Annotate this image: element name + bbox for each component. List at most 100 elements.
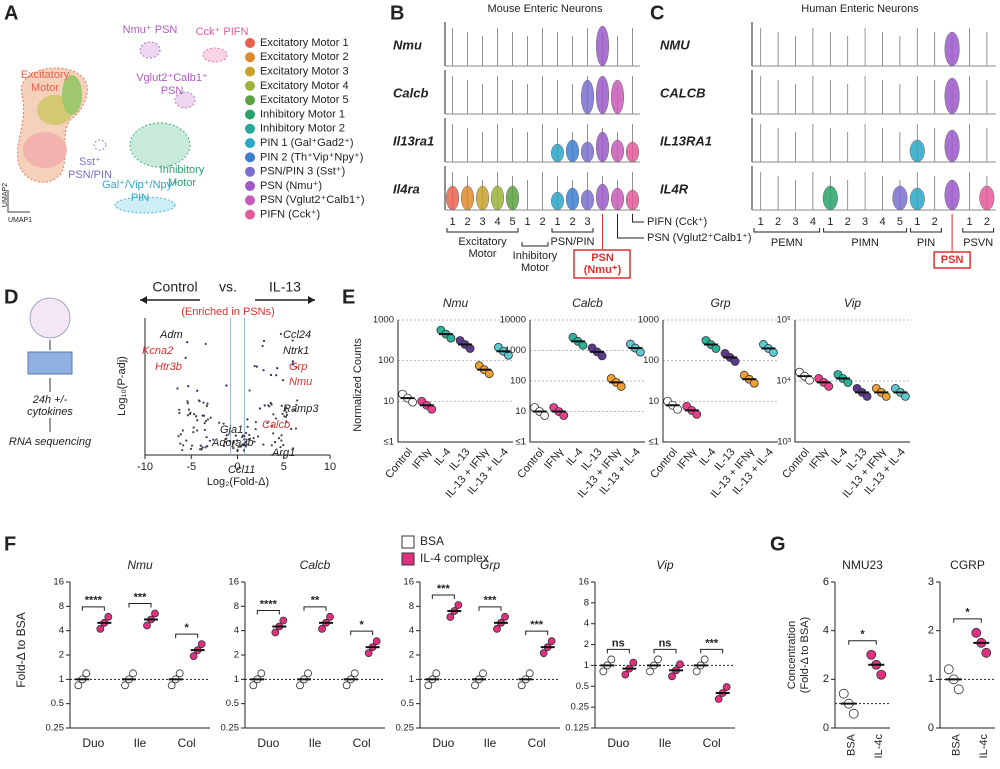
violin bbox=[445, 185, 460, 211]
sample-dot bbox=[372, 637, 381, 646]
gene-label: Ramp3 bbox=[283, 403, 319, 415]
sample-dot bbox=[479, 669, 487, 678]
callout-label: PSN (Vglut2⁺Calb1⁺) bbox=[647, 232, 752, 244]
legend-swatch bbox=[245, 138, 255, 149]
volcano-dot bbox=[292, 363, 295, 366]
sample-dot bbox=[714, 695, 723, 703]
y-tick-label: 1 bbox=[59, 674, 64, 685]
group-label: PIMN bbox=[851, 237, 879, 249]
y-tick-label: 10³ bbox=[777, 437, 791, 448]
volcano-dot bbox=[245, 443, 248, 446]
group-label: Inhibitory bbox=[513, 250, 558, 262]
sample-dot bbox=[676, 660, 684, 669]
volcano-dot bbox=[248, 437, 252, 440]
x-tick-label: 0 bbox=[234, 461, 240, 473]
volcano-dot bbox=[201, 446, 204, 449]
sample-dot bbox=[971, 627, 982, 638]
volcano-dot bbox=[225, 384, 228, 387]
volcano-dot bbox=[196, 389, 199, 392]
volcano-dot bbox=[178, 411, 181, 415]
axes bbox=[244, 582, 385, 729]
volcano-dot bbox=[280, 404, 283, 407]
x-tick-label: Col bbox=[353, 736, 371, 750]
sample-dot bbox=[862, 392, 872, 401]
sample-dot bbox=[189, 652, 198, 660]
legend-swatch bbox=[245, 209, 255, 220]
volcano-dot bbox=[295, 366, 298, 369]
volcano-dot bbox=[257, 435, 260, 438]
sample-dot bbox=[446, 333, 456, 343]
y-tick-label: 0.25 bbox=[221, 723, 240, 734]
y-axis-label: (Fold-Δ to BSA) bbox=[799, 617, 811, 693]
sample-dot bbox=[143, 621, 151, 630]
y-axis-label: Concentration bbox=[786, 621, 798, 690]
sample-dot bbox=[943, 664, 954, 675]
significance-label: *** bbox=[530, 619, 544, 631]
sig-bracket bbox=[478, 606, 502, 611]
volcano-dot bbox=[291, 339, 294, 342]
sample-dot bbox=[525, 669, 534, 678]
volcano-dot bbox=[261, 344, 264, 348]
y-tick-label: 1 bbox=[928, 673, 934, 685]
schematic bbox=[27, 296, 315, 432]
x-tick-label: 4 bbox=[879, 216, 885, 228]
sample-dot bbox=[271, 628, 280, 637]
legend-label: PIN 1 (Gal⁺Gad2⁺) bbox=[260, 137, 354, 149]
y-tick-label: 0.25 bbox=[571, 702, 590, 713]
volcano-dot bbox=[281, 412, 284, 415]
x-axis-label: Log₂(Fold-Δ) bbox=[207, 476, 269, 488]
sample-dot bbox=[501, 612, 509, 621]
significance-label: * bbox=[360, 619, 365, 631]
axis-label: UMAP2 bbox=[2, 183, 9, 207]
volcano-dot bbox=[272, 432, 275, 435]
panel-letter: B bbox=[390, 2, 404, 24]
y-tick-label: 2 bbox=[928, 625, 934, 637]
header-label: vs. bbox=[219, 279, 237, 295]
sample-dot bbox=[432, 669, 441, 678]
x-tick-label: Duo bbox=[432, 736, 454, 750]
cluster-label: PIN bbox=[131, 192, 149, 204]
volcano-dot bbox=[181, 429, 184, 432]
sample-dot bbox=[326, 612, 334, 621]
cluster-label: Cck⁺ PIFN bbox=[196, 26, 249, 38]
group-label: PIN bbox=[917, 237, 935, 249]
volcano-dot bbox=[194, 415, 198, 418]
gene-label: Ccl11 bbox=[228, 464, 255, 476]
sample-dot bbox=[838, 688, 849, 699]
y-tick-label: 2 bbox=[234, 650, 239, 661]
y-tick-label: 0.5 bbox=[226, 698, 239, 709]
y-tick-label: 8 bbox=[234, 601, 239, 612]
group-label: PSN/PIN bbox=[550, 236, 594, 248]
group-bracket bbox=[823, 228, 908, 233]
y-tick-label: 8 bbox=[584, 597, 589, 608]
volcano-dot bbox=[196, 419, 199, 422]
volcano-dot bbox=[236, 448, 239, 452]
volcano-dot bbox=[203, 414, 206, 417]
volcano-dot bbox=[212, 438, 215, 441]
arrowhead bbox=[140, 296, 147, 304]
volcano-dot bbox=[199, 444, 202, 447]
volcano-dot bbox=[204, 419, 208, 423]
x-tick-label: 2 bbox=[775, 216, 781, 228]
sample-dot bbox=[350, 669, 359, 678]
violin bbox=[822, 185, 838, 211]
sample-dot bbox=[484, 369, 494, 379]
volcano-dot bbox=[292, 447, 295, 450]
volcano-dot bbox=[285, 420, 288, 423]
volcano-dot bbox=[289, 427, 293, 431]
chart-title: Vip bbox=[844, 296, 861, 310]
panel-title: Mouse Enteric Neurons bbox=[488, 3, 603, 15]
x-tick-label: 5 bbox=[281, 461, 287, 473]
volcano-dot bbox=[209, 416, 212, 419]
x-tick-label: 2 bbox=[569, 216, 575, 228]
x-tick-label: 3 bbox=[479, 216, 485, 228]
x-tick-label: IFNγ bbox=[807, 446, 831, 472]
y-tick-label: 0.5 bbox=[51, 698, 64, 709]
volcano-dot bbox=[262, 339, 266, 343]
legend-swatch bbox=[245, 52, 255, 63]
volcano-dot bbox=[285, 411, 288, 414]
x-tick-label: 5 bbox=[509, 216, 515, 228]
sample-dot bbox=[104, 612, 113, 621]
y-tick-label: 2 bbox=[584, 639, 589, 650]
violin bbox=[595, 183, 610, 211]
